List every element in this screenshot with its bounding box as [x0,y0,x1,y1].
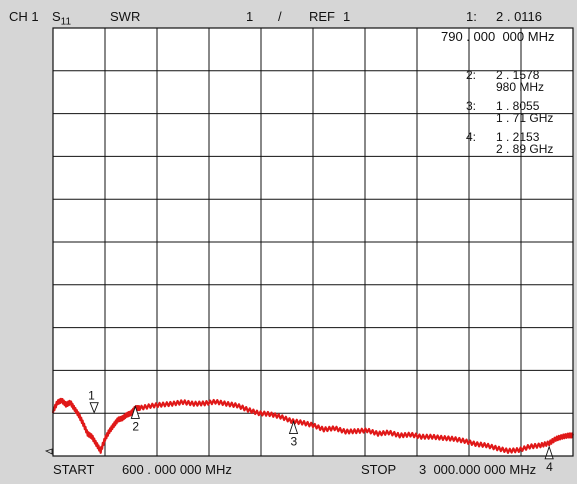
marker-4-value: 1 . 2153 [496,130,540,144]
marker-1-frequency: 790 . 000 000 MHz [441,29,555,44]
marker-3-value: 1 . 8055 [496,99,540,113]
marker-1-id: 1: [466,9,477,24]
marker-4-id: 4: [466,130,477,144]
ref-label: REF [309,9,335,24]
marker-2-triangle-icon [130,405,140,419]
stop-value: 3 000.000 000 MHz [419,462,537,477]
marker-3-id: 3: [466,99,477,113]
marker-1-triangle-icon [89,402,99,414]
parameter-label: S11 [52,9,72,28]
marker-1-label: 1 [88,389,95,403]
start-label: START [53,462,95,477]
marker-3-label: 3 [291,435,298,449]
marker-4-label: 4 [546,460,553,474]
marker-1-value: 2 . 0116 [496,9,543,24]
start-value: 600 . 000 000 MHz [122,462,232,477]
marker-2-id: 2: [466,68,477,82]
format-label: SWR [110,9,141,24]
scale-value: 1 [246,9,254,24]
channel-label: CH 1 [9,9,39,24]
reference-pointer-icon [44,448,53,455]
stop-label: STOP [361,462,397,477]
plot-frame [52,27,574,457]
marker-3-triangle-icon [288,420,299,434]
marker-3-frequency: 1 . 71 GHz [496,111,554,125]
marker-4-frequency: 2 . 89 GHz [496,142,554,156]
marker-2-label: 2 [132,419,139,433]
marker-2-frequency: 980 MHz [496,80,545,94]
grid [53,28,573,456]
swr-trace [51,397,575,454]
scale-slash: / [278,9,282,24]
marker-2-value: 2 . 1578 [496,68,540,82]
ref-value: 1 [343,9,351,24]
